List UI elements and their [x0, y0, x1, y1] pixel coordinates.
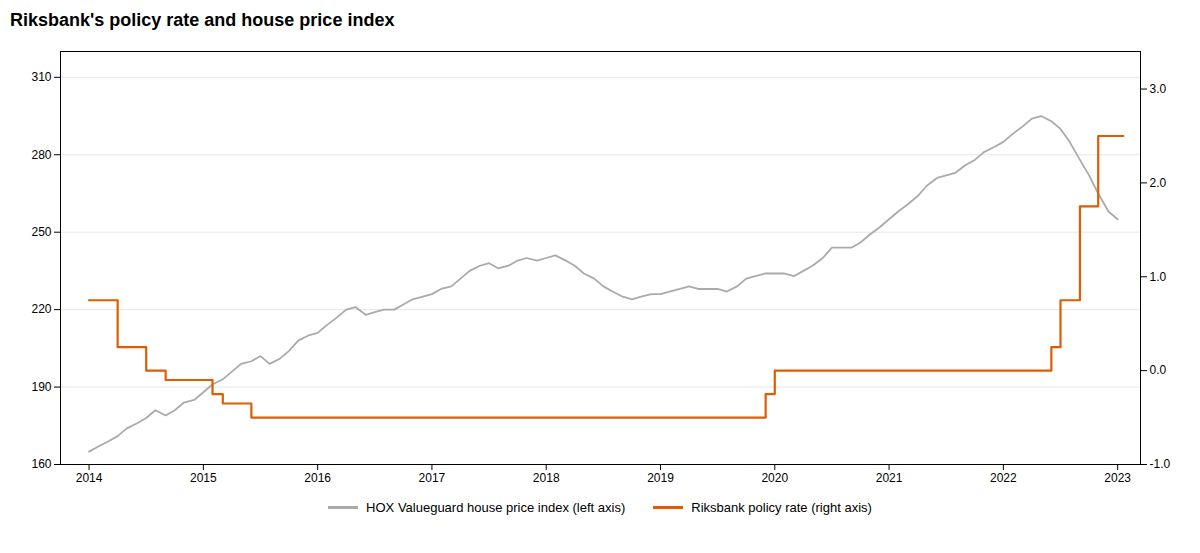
svg-text:220: 220 [31, 302, 51, 316]
svg-text:310: 310 [31, 70, 51, 84]
svg-text:2021: 2021 [876, 471, 903, 485]
svg-text:2016: 2016 [304, 471, 331, 485]
html-text:Riksbank policy rate (right ax: Riksbank policy rate (right axis) [691, 500, 872, 515]
svg-text:280: 280 [31, 148, 51, 162]
html-text:HOX Valueguard house price ind: HOX Valueguard house price index (left a… [366, 500, 626, 515]
svg-text:1.0: 1.0 [1150, 270, 1167, 284]
svg-text:-1.0: -1.0 [1150, 457, 1171, 471]
svg-text:2019: 2019 [647, 471, 674, 485]
svg-text:2017: 2017 [419, 471, 446, 485]
svg-text:2018: 2018 [533, 471, 560, 485]
html-text:Riksbank's policy rate and hou: Riksbank's policy rate and house price i… [10, 10, 395, 30]
svg-text:160: 160 [31, 457, 51, 471]
svg-text:3.0: 3.0 [1150, 82, 1167, 96]
svg-text:2.0: 2.0 [1150, 176, 1167, 190]
svg-text:2014: 2014 [76, 471, 103, 485]
svg-text:2023: 2023 [1104, 471, 1131, 485]
svg-text:2022: 2022 [990, 471, 1017, 485]
svg-text:2015: 2015 [190, 471, 217, 485]
svg-text:0.0: 0.0 [1150, 363, 1167, 377]
svg-text:2020: 2020 [761, 471, 788, 485]
svg-text:250: 250 [31, 225, 51, 239]
svg-text:190: 190 [31, 380, 51, 394]
